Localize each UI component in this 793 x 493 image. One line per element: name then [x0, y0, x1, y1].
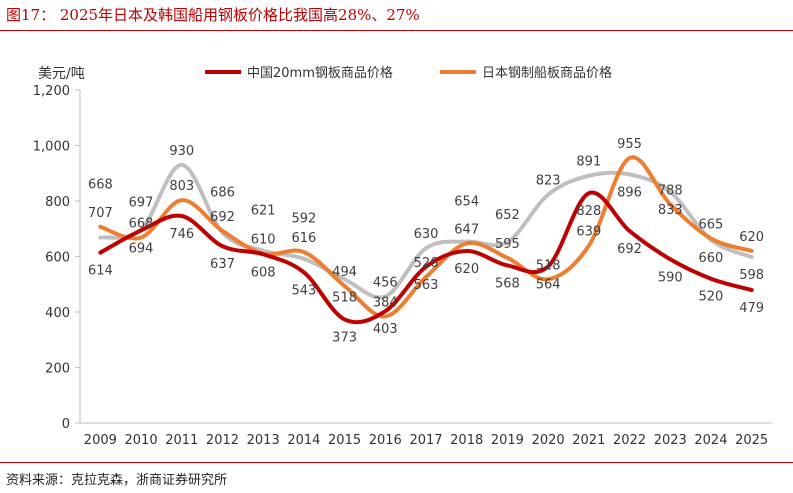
data-label: 479	[739, 301, 764, 316]
data-label: 526	[414, 256, 439, 271]
data-label: 518	[332, 290, 357, 305]
legend-label: 中国20mm钢板商品价格	[247, 65, 393, 81]
figure-title: 图17： 2025年日本及韩国船用钢板价格比我国高28%、27%	[6, 6, 420, 24]
data-label: 833	[658, 203, 683, 218]
data-label: 803	[169, 179, 194, 194]
data-label: 592	[291, 212, 316, 227]
data-label: 788	[658, 183, 683, 198]
data-label: 823	[536, 174, 561, 189]
data-label: 494	[332, 265, 357, 280]
data-label: 660	[699, 251, 724, 266]
data-label: 563	[414, 278, 439, 293]
data-label: 647	[454, 222, 479, 237]
data-label: 598	[739, 268, 764, 283]
x-tick-label: 2021	[572, 433, 605, 448]
data-label: 520	[699, 290, 724, 305]
y-tick-label: 1,200	[33, 84, 70, 99]
y-tick-label: 200	[45, 362, 70, 377]
y-axis-label: 美元/吨	[38, 66, 85, 82]
data-label: 384	[373, 295, 398, 310]
data-label: 692	[617, 242, 642, 257]
x-tick-label: 2016	[369, 433, 402, 448]
data-label: 608	[251, 265, 276, 280]
data-label: 543	[291, 283, 316, 298]
x-tick-label: 2011	[165, 433, 198, 448]
x-tick-label: 2025	[735, 433, 768, 448]
data-label: 654	[454, 195, 479, 210]
data-label: 828	[576, 204, 601, 219]
x-tick-label: 2015	[328, 433, 361, 448]
y-tick-label: 400	[45, 306, 70, 321]
source-note: 资料来源：克拉克森，浙商证券研究所	[6, 473, 228, 488]
data-label: 620	[739, 230, 764, 245]
legend-label: 日本钢制船板商品价格	[482, 65, 612, 81]
data-label: 568	[495, 276, 520, 291]
data-label: 692	[210, 210, 235, 225]
data-label: 639	[576, 225, 601, 240]
data-label: 620	[454, 262, 479, 277]
data-label: 595	[495, 237, 520, 252]
data-label: 891	[576, 155, 601, 170]
series-line-0	[98, 190, 754, 325]
x-tick-label: 2022	[613, 433, 646, 448]
data-label: 637	[210, 257, 235, 272]
data-label: 955	[617, 137, 642, 152]
data-label: 590	[658, 270, 683, 285]
source-rule	[0, 462, 793, 463]
series-line-1	[98, 155, 754, 319]
x-tick-label: 2012	[206, 433, 239, 448]
data-label: 456	[373, 275, 398, 290]
x-tick-label: 2014	[287, 433, 320, 448]
data-label: 652	[495, 208, 520, 223]
x-tick-label: 2018	[450, 433, 483, 448]
data-label: 668	[129, 217, 154, 232]
x-tick-label: 2010	[125, 433, 158, 448]
x-tick-label: 2017	[409, 433, 442, 448]
y-tick-label: 600	[45, 251, 70, 266]
y-tick-label: 1,000	[33, 140, 70, 155]
x-tick-label: 2019	[491, 433, 524, 448]
data-label: 614	[88, 264, 113, 279]
data-label: 564	[536, 277, 561, 292]
data-label: 668	[88, 178, 113, 193]
data-label: 930	[169, 144, 194, 159]
data-label: 621	[251, 204, 276, 219]
data-label: 665	[699, 217, 724, 232]
data-label: 610	[251, 233, 276, 248]
data-label: 694	[129, 241, 154, 256]
data-label: 746	[169, 227, 194, 242]
data-label: 373	[332, 330, 357, 345]
data-label: 630	[414, 227, 439, 242]
y-tick-label: 0	[62, 417, 70, 432]
data-label: 896	[617, 185, 642, 200]
data-label: 697	[129, 196, 154, 211]
x-tick-label: 2020	[532, 433, 565, 448]
data-label: 518	[536, 258, 561, 273]
x-tick-label: 2013	[247, 433, 280, 448]
data-label: 686	[210, 186, 235, 201]
title-rule	[0, 30, 793, 31]
data-label: 707	[88, 206, 113, 221]
data-label: 616	[291, 231, 316, 246]
x-tick-label: 2009	[84, 433, 117, 448]
data-label: 403	[373, 322, 398, 337]
x-tick-label: 2023	[654, 433, 687, 448]
y-tick-label: 800	[45, 195, 70, 210]
series-line-2	[98, 162, 754, 300]
x-tick-label: 2024	[694, 433, 727, 448]
